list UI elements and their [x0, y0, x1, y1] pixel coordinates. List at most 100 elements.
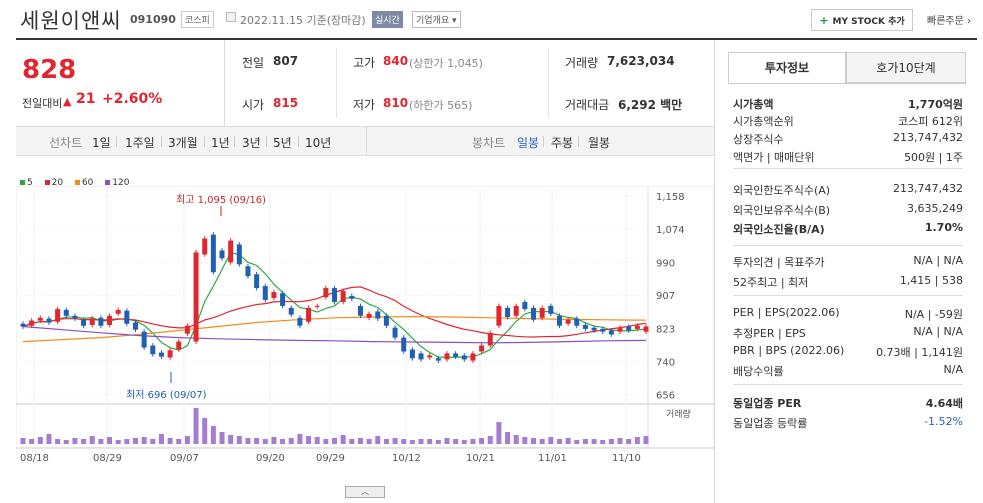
tab-invest-info[interactable]: 투자정보 [728, 52, 846, 83]
invest-row-label: 외국인소진율(B/A) [733, 223, 825, 236]
invest-row-value: 213,747,432 [893, 131, 963, 144]
volume-bar [505, 432, 511, 444]
candle-body [496, 305, 502, 326]
moving-averages [22, 251, 647, 359]
volume-bar [626, 439, 632, 444]
candle-body [392, 327, 398, 338]
candle-body [89, 318, 95, 325]
candle-body [427, 355, 433, 358]
open-label: 시가 [242, 98, 265, 112]
candle-body [401, 337, 407, 352]
invest-row-label: 외국인한도주식수(A) [733, 184, 831, 197]
candle-body [98, 317, 104, 326]
volume-bar [418, 439, 424, 444]
mystock-add-button[interactable]: + MY STOCK 추가 [811, 9, 913, 31]
tab-underline [728, 83, 966, 84]
invest-row-value: 1,415 | 538 [899, 274, 963, 287]
candle-body [375, 311, 381, 319]
y-tick-label: 656 [656, 391, 675, 402]
invest-row: 동일업종 등락률 -1.52% [733, 415, 963, 430]
candle-monthly[interactable]: 월봉 [588, 136, 611, 150]
quick-order-link[interactable]: 빠른주문 › [927, 12, 971, 27]
candle-body [236, 244, 242, 265]
tab-sep [266, 136, 267, 147]
period-10y[interactable]: 10년 [305, 136, 332, 150]
candle-body [643, 326, 649, 332]
y-tick-label: 740 [656, 357, 675, 368]
low-label: 저가 [353, 98, 376, 112]
period-1w[interactable]: 1주일 [125, 136, 155, 150]
quote-date: 2022.11.15 기준(장마감) [240, 14, 366, 27]
volume-bar [63, 440, 69, 444]
volume-bar [176, 439, 182, 444]
candle-body [306, 307, 312, 322]
price-chart[interactable]: 1,158 1,074 990 907 823 740 656 08/18 08/29 09/07… [16, 186, 714, 486]
section-divider [733, 168, 963, 169]
period-1y[interactable]: 1년 [211, 136, 230, 150]
legend-swatch [20, 180, 25, 185]
invest-row-label: 액면가 | 매매단위 [733, 151, 815, 164]
quote-table-bg [225, 40, 714, 126]
tab-orderbook[interactable]: 호가10단계 [846, 52, 966, 83]
invest-row: PER | EPS(2022.06) N/A | -59원 [733, 306, 963, 321]
candle-body [513, 305, 519, 316]
company-info-label: 기업개요 [416, 16, 450, 26]
invest-row-label: 시가총액순위 [733, 115, 794, 128]
volume-bar [46, 434, 52, 444]
chart-collapse-button[interactable]: ︿ [345, 486, 385, 498]
volume-bar [522, 437, 528, 444]
high-limit: (상한가 1,045) [409, 57, 483, 70]
volume-bar [254, 438, 260, 444]
candle-body [262, 286, 268, 300]
invest-row-value: 500원 | 1주 [904, 151, 963, 164]
candle-daily[interactable]: 일봉 [517, 136, 540, 150]
candle-weekly[interactable]: 주봉 [551, 136, 574, 150]
change-percent: +2.60% [102, 91, 163, 107]
volume-bar [20, 438, 26, 444]
invest-row-value: -1.52% [924, 415, 963, 428]
company-info-dropdown[interactable]: 기업개요 ▾ [412, 11, 461, 28]
volume-bar [72, 438, 78, 444]
invest-row: 배당수익률 N/A [733, 363, 963, 378]
invest-row-value: N/A | N/A [913, 325, 963, 338]
volume-bar [115, 440, 121, 444]
invest-row-label: PBR | BPS (2022.06) [733, 344, 845, 357]
legend-ma120: 120 [105, 178, 129, 188]
period-1d[interactable]: 1일 [92, 136, 111, 150]
realtime-button[interactable]: 실시간 [372, 11, 403, 28]
candles [20, 232, 649, 363]
invest-row: 52주최고 | 최저 1,415 | 538 [733, 274, 963, 289]
volume-bar [81, 439, 87, 444]
volume-label: 거래량 [565, 56, 599, 70]
invest-row: 외국인한도주식수(A) 213,747,432 [733, 182, 963, 197]
volume-bar [332, 438, 337, 444]
candle-body [479, 345, 485, 352]
period-5y[interactable]: 5년 [273, 136, 292, 150]
candle-body [271, 292, 277, 298]
legend-swatch [44, 180, 50, 185]
invest-row-label: 상장주식수 [733, 133, 784, 146]
line-chart-label: 선차트 [49, 136, 83, 150]
candle-body [176, 341, 182, 350]
y-tick-label: 990 [656, 258, 675, 269]
invest-row-value: 0.73배 | 1,141원 [876, 346, 963, 359]
candle-body [349, 296, 355, 299]
invest-row-value: 1,770억원 [907, 98, 963, 111]
candle-body [522, 301, 528, 310]
volume-bar [150, 439, 156, 444]
period-3y[interactable]: 3년 [242, 136, 261, 150]
volume-bar [479, 438, 485, 444]
candle-body [418, 353, 424, 360]
candle-body [141, 331, 147, 348]
volume-bar [210, 426, 216, 444]
volume-bar [340, 435, 346, 444]
open-value: 815 [273, 96, 299, 110]
invest-row-label: 투자의견 | 목표주가 [733, 256, 825, 269]
invest-row-value: N/A | -59원 [904, 308, 963, 321]
period-3m[interactable]: 3개월 [168, 136, 198, 150]
candle-body [470, 353, 476, 361]
volume-bar [323, 439, 329, 444]
candle-body [158, 352, 164, 357]
volume-bar [600, 440, 606, 444]
header-divider [16, 38, 977, 40]
